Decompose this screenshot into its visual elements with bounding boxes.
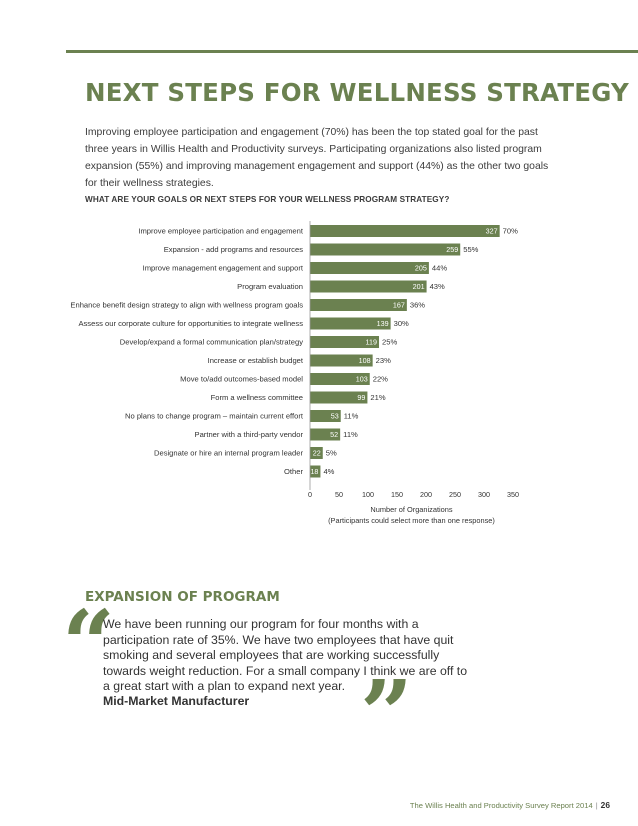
page-footer: The Willis Health and Productivity Surve… xyxy=(410,800,610,810)
bar xyxy=(310,410,341,422)
percent-label: 5% xyxy=(326,449,337,458)
category-label: Increase or establish budget xyxy=(208,356,304,365)
open-quote-mark: “ xyxy=(62,590,115,698)
value-label: 53 xyxy=(331,412,339,421)
page-title: NEXT STEPS FOR WELLNESS STRATEGY xyxy=(85,78,629,107)
category-label: Enhance benefit design strategy to align… xyxy=(70,301,303,310)
value-label: 108 xyxy=(359,356,371,365)
bar xyxy=(310,299,407,311)
x-tick-label: 50 xyxy=(335,490,343,499)
category-label: Improve management engagement and suppor… xyxy=(143,264,304,273)
value-label: 18 xyxy=(310,467,318,476)
category-label: Improve employee participation and engag… xyxy=(138,227,304,236)
x-tick-label: 300 xyxy=(478,490,490,499)
x-tick-label: 250 xyxy=(449,490,461,499)
bar xyxy=(310,373,370,385)
value-label: 103 xyxy=(356,375,368,384)
percent-label: 25% xyxy=(382,338,397,347)
value-label: 119 xyxy=(366,338,377,347)
bar xyxy=(310,317,391,330)
x-tick-label: 200 xyxy=(420,490,432,499)
goals-bar-chart: Improve employee participation and engag… xyxy=(70,221,519,525)
percent-label: 11% xyxy=(343,430,358,439)
value-label: 327 xyxy=(486,227,498,236)
percent-label: 36% xyxy=(410,301,425,310)
bar xyxy=(310,262,429,274)
value-label: 259 xyxy=(446,245,458,254)
percent-label: 43% xyxy=(430,282,445,291)
category-label: Program evaluation xyxy=(237,282,303,291)
testimonial-quote: We have been running our program for fou… xyxy=(103,617,468,694)
percent-label: 55% xyxy=(463,245,478,254)
bar xyxy=(310,336,380,348)
close-quote-mark: ” xyxy=(360,660,413,768)
x-axis-note: (Participants could select more than one… xyxy=(328,516,495,525)
chart-question: WHAT ARE YOUR GOALS OR NEXT STEPS FOR YO… xyxy=(85,195,450,204)
footer-separator: | xyxy=(595,801,598,810)
x-tick-label: 100 xyxy=(362,490,374,499)
category-label: Other xyxy=(284,467,303,476)
percent-label: 21% xyxy=(370,393,385,402)
percent-label: 23% xyxy=(376,356,391,365)
bar xyxy=(310,391,368,404)
category-label: Move to/add outcomes-based model xyxy=(180,375,303,384)
bar xyxy=(310,243,461,256)
value-label: 167 xyxy=(393,301,405,310)
section-title: EXPANSION OF PROGRAM xyxy=(85,589,280,605)
percent-label: 70% xyxy=(503,227,518,236)
x-axis-title: Number of Organizations xyxy=(370,505,452,514)
category-label: Designate or hire an internal program le… xyxy=(154,449,303,458)
bar xyxy=(310,428,341,441)
page-number: 26 xyxy=(600,800,610,810)
bar xyxy=(310,447,323,459)
percent-label: 22% xyxy=(373,375,388,384)
top-rule xyxy=(66,50,638,53)
testimonial-author: Mid-Market Manufacturer xyxy=(103,694,250,708)
bar xyxy=(310,280,427,293)
category-label: Assess our corporate culture for opportu… xyxy=(78,319,303,328)
percent-label: 44% xyxy=(432,264,447,273)
category-label: Partner with a third-party vendor xyxy=(195,430,304,439)
category-label: Expansion - add programs and resources xyxy=(164,245,303,254)
category-label: No plans to change program – maintain cu… xyxy=(125,412,304,421)
x-tick-label: 0 xyxy=(308,490,312,499)
percent-label: 11% xyxy=(344,412,359,421)
category-label: Form a wellness committee xyxy=(211,393,303,402)
bar xyxy=(310,225,500,237)
bar xyxy=(310,465,321,478)
x-tick-label: 350 xyxy=(507,490,519,499)
footer-report-title: The Willis Health and Productivity Surve… xyxy=(409,801,593,810)
value-label: 205 xyxy=(415,264,427,273)
x-tick-label: 150 xyxy=(391,490,403,499)
percent-label: 30% xyxy=(394,319,409,328)
bar xyxy=(310,354,373,367)
value-label: 139 xyxy=(377,319,389,328)
value-label: 52 xyxy=(330,430,338,439)
category-label: Develop/expand a formal communication pl… xyxy=(120,338,303,347)
percent-label: 4% xyxy=(323,467,334,476)
value-label: 22 xyxy=(313,449,321,458)
value-label: 99 xyxy=(357,393,365,402)
intro-paragraph: Improving employee participation and eng… xyxy=(85,127,549,189)
value-label: 201 xyxy=(413,282,425,291)
